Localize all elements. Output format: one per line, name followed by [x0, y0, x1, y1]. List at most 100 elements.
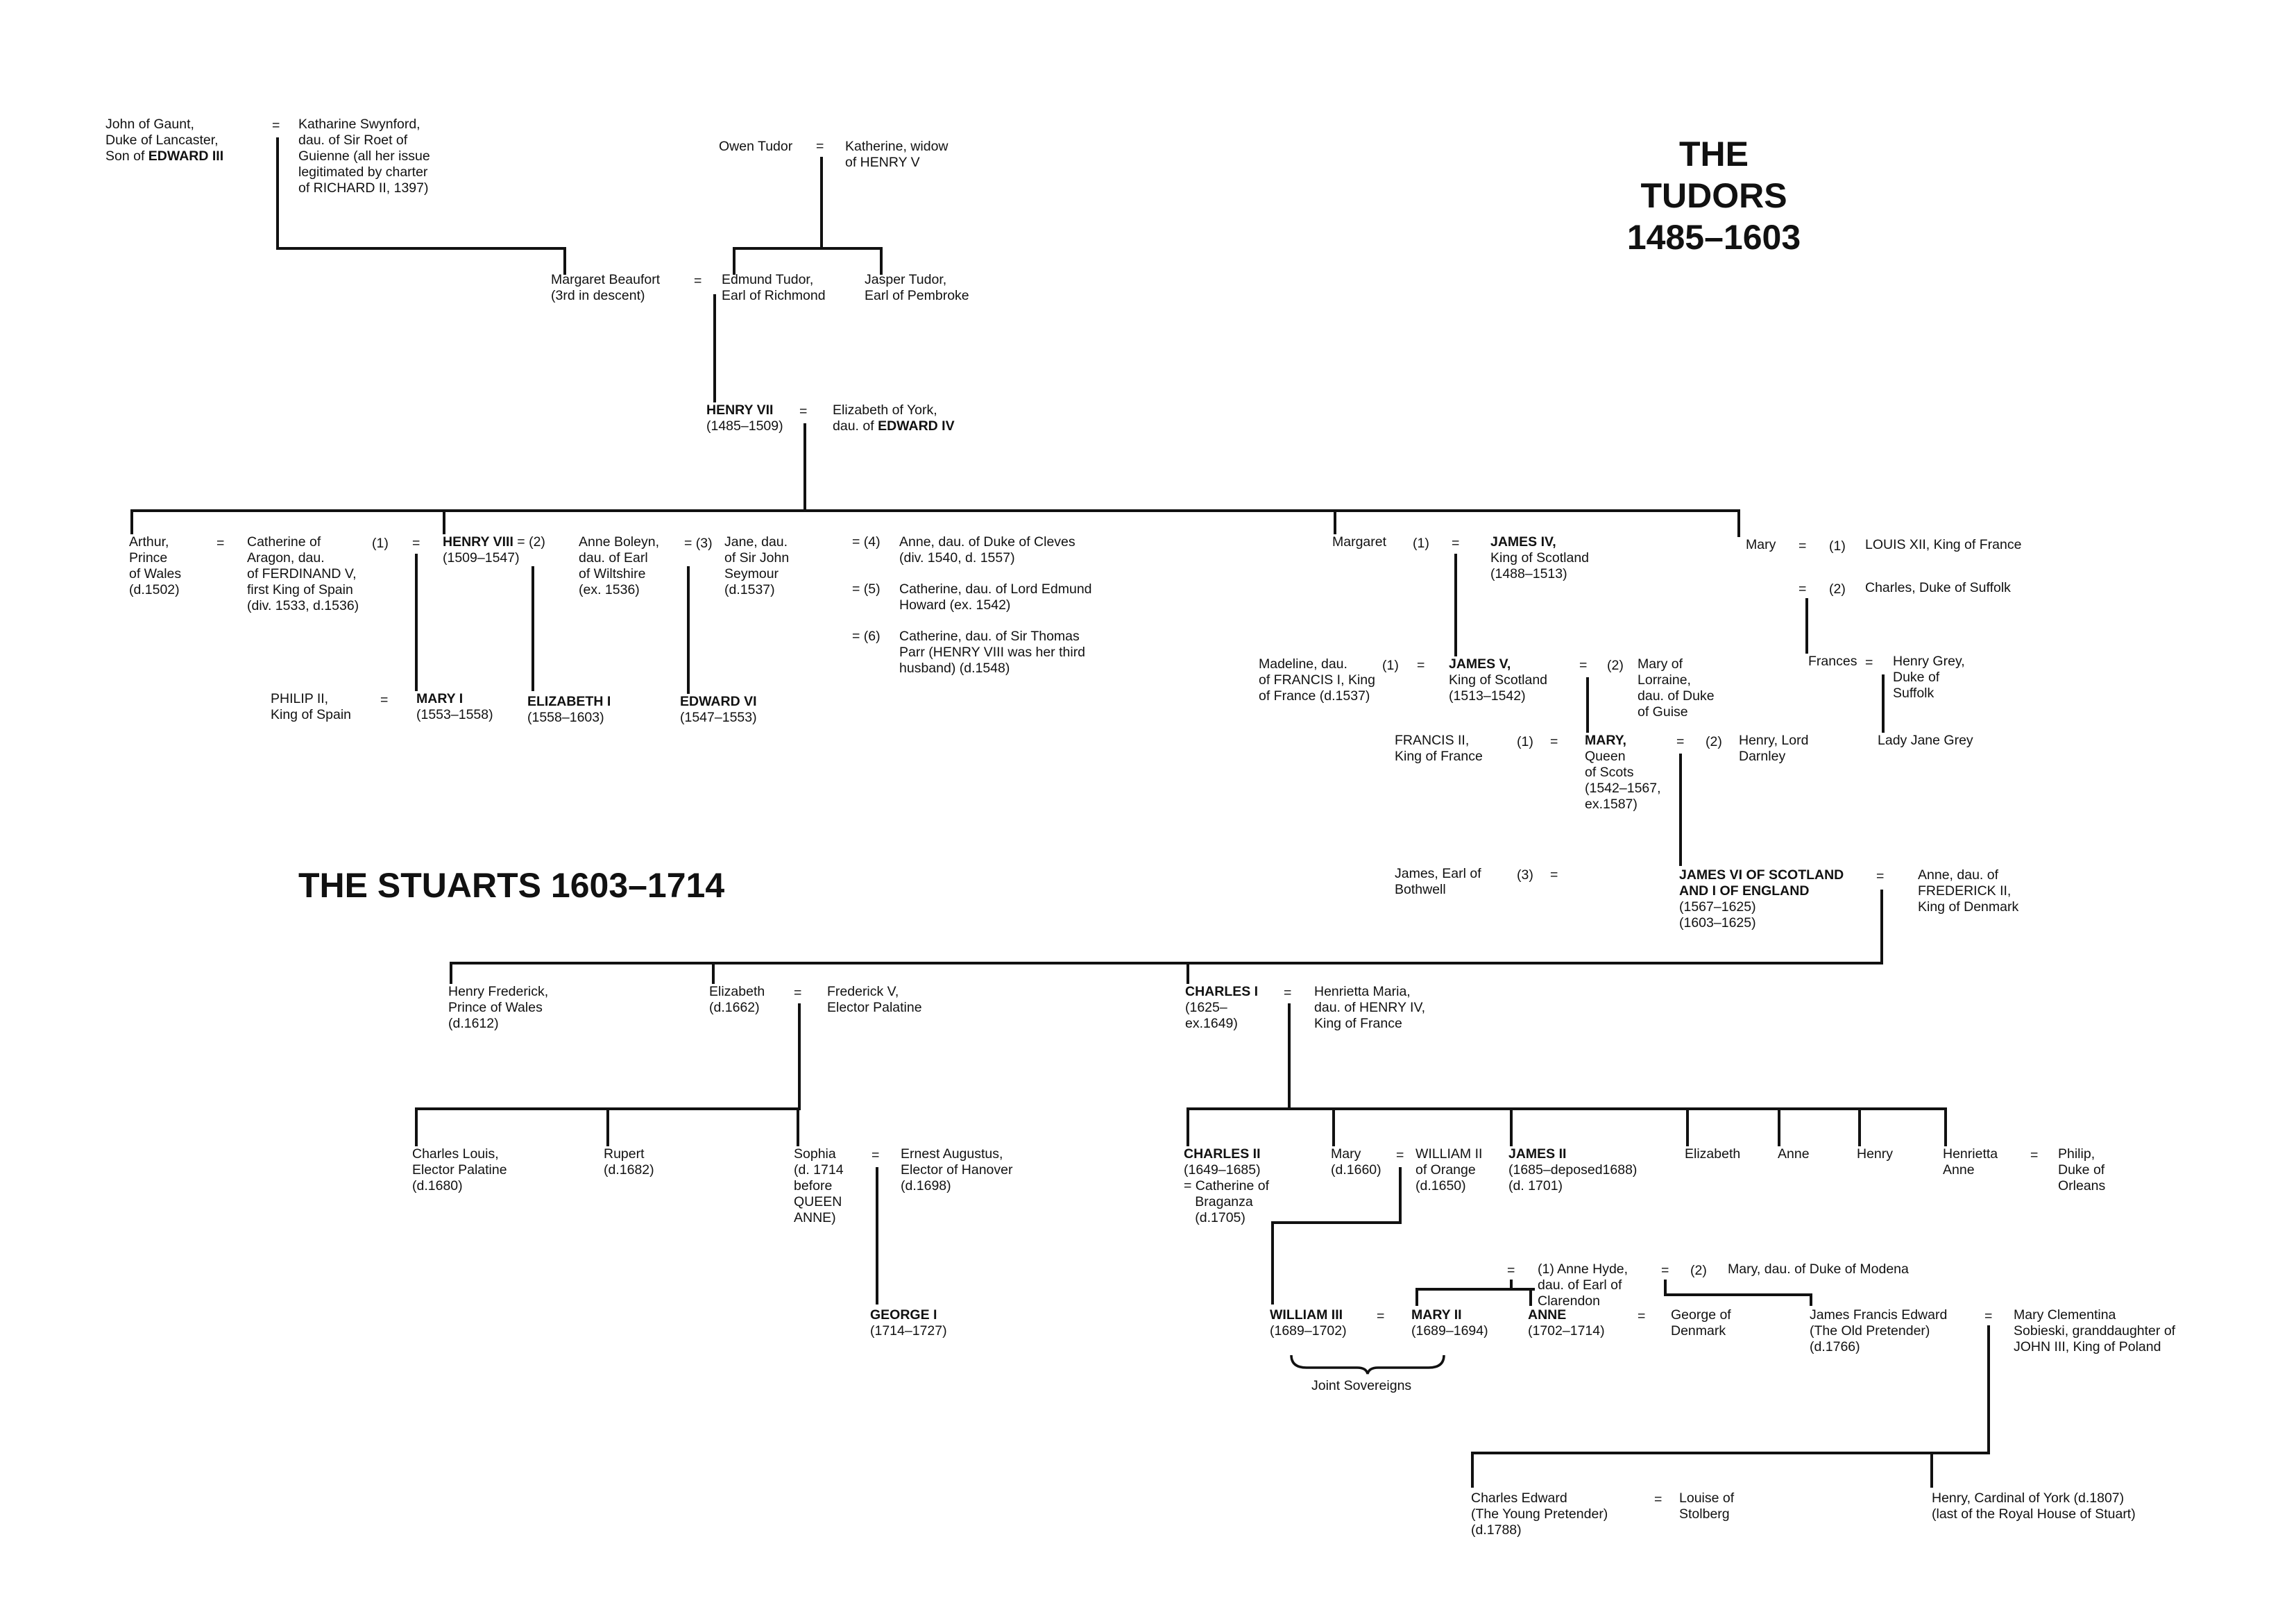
node-equals-philip-mary1: = [380, 692, 389, 708]
connector-line [130, 509, 1740, 512]
connector-line [1187, 1107, 1947, 1110]
connector-line [1880, 890, 1883, 963]
node-charles-edward: Charles Edward (The Young Pretender) (d.17… [1471, 1490, 1608, 1538]
node-equals-elizabeth-frederick: = [794, 985, 802, 1001]
connector-line [1529, 1288, 1532, 1306]
connector-line [713, 294, 716, 402]
connector-line [1288, 1003, 1291, 1109]
node-john-of-gaunt: John of Gaunt, Duke of Lancaster, Son of E… [105, 117, 224, 164]
node-equals-frances-grey: = [1865, 655, 1873, 670]
node-james-v: JAMES V, King of Scotland (1513–1542) [1449, 656, 1548, 704]
connector-line [798, 1003, 801, 1109]
node-james2-marriage-2: (2) [1690, 1263, 1707, 1278]
connector-line [712, 962, 715, 984]
node-mary-tudor: Mary [1746, 537, 1776, 552]
node-margaret-tudor: Margaret [1332, 534, 1387, 550]
connector-line [797, 1107, 799, 1146]
connector-line [1399, 1167, 1402, 1224]
tudors-title: THE TUDORS 1485–1603 [1626, 135, 1801, 257]
node-mary-princess-royal: Mary (d.1660) [1331, 1146, 1381, 1178]
connector-line [532, 566, 534, 691]
connector-line [820, 157, 823, 250]
node-equals-mary-william2: = [1396, 1148, 1404, 1163]
node-margaret-marriage-1: (1) [1413, 536, 1429, 551]
connector-line [450, 962, 1883, 965]
node-equals-james6-anne: = [1876, 869, 1885, 884]
node-equals-james5-lorraine: = [1579, 658, 1588, 673]
connector-line [1882, 674, 1885, 733]
node-henry-stuart: Henry [1857, 1146, 1894, 1162]
node-equals-4-label: = (4) [852, 534, 881, 550]
node-catherine-of-aragon: Catherine of Aragon, dau. of FERDINAND V, f… [247, 534, 359, 613]
connector-line [1471, 1452, 1990, 1454]
node-equals-henrietta-philip: = [2030, 1148, 2039, 1163]
node-marriage-1-label: (1) [372, 536, 389, 551]
connector-line [443, 509, 445, 534]
node-equals-jfe-clementina: = [1984, 1309, 1993, 1324]
node-frederick-v: Frederick V, Elector Palatine [827, 984, 922, 1015]
connector-line [880, 247, 883, 275]
node-mary-of-lorraine: Mary of Lorraine, dau. of Duke of Guise [1638, 656, 1715, 720]
node-equals-owen-katherine: = [816, 139, 824, 154]
node-henrietta-anne: Henrietta Anne [1943, 1146, 1998, 1178]
connector-line [687, 566, 690, 694]
node-james-iv: JAMES IV, King of Scotland (1488–1513) [1490, 534, 1590, 581]
node-catherine-parr: Catherine, dau. of Sir Thomas Parr (HENRY… [899, 629, 1086, 676]
connector-line [130, 509, 133, 534]
node-philip-duke-of-orleans: Philip, Duke of Orleans [2058, 1146, 2106, 1193]
node-james-earl-of-bothwell: James, Earl of Bothwell [1395, 866, 1481, 897]
node-mary-i: MARY I (1553–1558) [416, 691, 493, 722]
node-equals-madeline-james5: = [1417, 658, 1425, 673]
connector-line [276, 247, 566, 250]
connector-line [1987, 1325, 1990, 1454]
connector-line [1510, 1280, 1513, 1291]
node-madeline-marriage-1: (1) [1382, 658, 1399, 673]
node-equals-bothwell-mary: = [1550, 867, 1558, 883]
connector-line [1187, 962, 1189, 984]
node-margaret-beaufort: Margaret Beaufort (3rd in descent) [551, 272, 661, 303]
node-mary-marriage-1: (1) [1829, 538, 1846, 554]
node-jane-seymour: Jane, dau. of Sir John Seymour (d.1537) [724, 534, 790, 597]
connector-line [1510, 1107, 1513, 1146]
node-henry-frederick: Henry Frederick, Prince of Wales (d.1612) [448, 984, 549, 1031]
node-edmund-tudor: Edmund Tudor, Earl of Richmond [722, 272, 826, 303]
node-equals-henry7-elizabeth: = [799, 404, 808, 419]
joint-sovereigns-brace [1290, 1354, 1445, 1375]
connector-line [1664, 1280, 1667, 1296]
connector-line [1415, 1288, 1535, 1291]
node-charles-i: CHARLES I (1625– ex.1649) [1185, 984, 1259, 1031]
connector-line [1805, 598, 1808, 654]
node-arthur: Arthur, Prince of Wales (d.1502) [129, 534, 182, 597]
node-mary-of-modena: Mary, dau. of Duke of Modena [1728, 1261, 1909, 1277]
node-henry-vii: HENRY VII (1485–1509) [706, 402, 783, 434]
node-equals-arthur-catherine: = [216, 536, 225, 551]
node-elizabeth-of-york: Elizabeth of York, dau. of EDWARD IV [833, 402, 955, 434]
node-george-of-denmark: George of Denmark [1671, 1307, 1731, 1339]
node-anne-of-cleves: Anne, dau. of Duke of Cleves (div. 1540, … [899, 534, 1075, 566]
node-louis-xii: LOUIS XII, King of France [1865, 537, 2022, 552]
node-anne-hyde: (1) Anne Hyde, dau. of Earl of Clarendon [1538, 1261, 1629, 1309]
node-maryqos-marriage-3: (3) [1517, 867, 1533, 883]
connector-line [1334, 509, 1336, 534]
node-mary-ii: MARY II (1689–1694) [1411, 1307, 1488, 1339]
node-katherine-widow: Katherine, widow of HENRY V [845, 139, 949, 170]
node-henry-cardinal-of-york: Henry, Cardinal of York (d.1807) (last of… [1932, 1490, 2136, 1522]
node-jasper-tudor: Jasper Tudor, Earl of Pembroke [865, 272, 969, 303]
node-mary-queen-of-scots: MARY, Queen of Scots (1542–1567, ex.1587) [1585, 733, 1661, 812]
connector-line [415, 554, 418, 691]
node-rupert: Rupert (d.1682) [604, 1146, 654, 1178]
node-edward-vi: EDWARD VI (1547–1553) [680, 694, 757, 725]
connector-line [1271, 1221, 1402, 1224]
connector-line [450, 962, 452, 984]
node-equals-catherine-henry8: = [412, 536, 420, 551]
connector-line [1271, 1221, 1274, 1305]
node-mary-clementina: Mary Clementina Sobieski, granddaughter o… [2014, 1307, 2176, 1354]
connector-line [1778, 1107, 1780, 1146]
node-equals-william3-mary2: = [1377, 1309, 1385, 1324]
connector-line [1679, 754, 1682, 866]
node-maryqos-marriage-2: (2) [1706, 734, 1722, 749]
stuarts-title: THE STUARTS 1603–1714 [298, 866, 725, 905]
node-anne-stuart-2: Anne [1778, 1146, 1810, 1162]
connector-line [876, 1167, 878, 1305]
